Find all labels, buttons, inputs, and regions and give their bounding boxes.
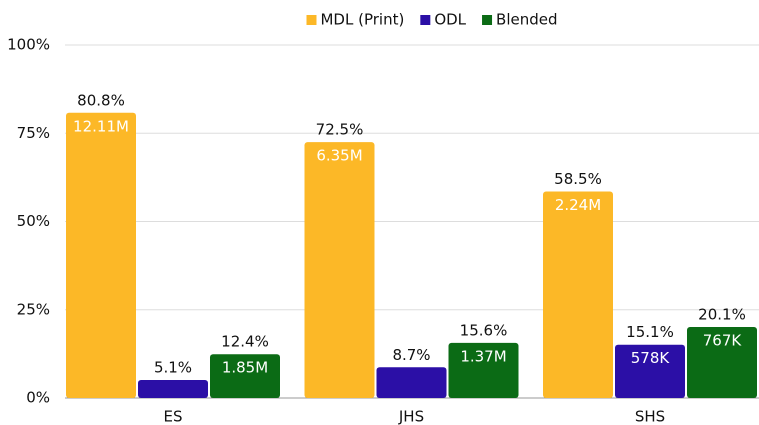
y-tick-label: 100% <box>7 36 50 54</box>
count-label: 767K <box>703 332 743 350</box>
value-label: 80.8% <box>77 91 125 109</box>
bar <box>304 142 375 398</box>
value-label: 15.1% <box>626 323 674 341</box>
value-label: 72.5% <box>316 121 364 139</box>
count-label: 6.35M <box>316 147 362 165</box>
legend-swatch <box>306 15 317 25</box>
y-tick-label: 25% <box>17 300 50 318</box>
value-label: 12.4% <box>221 333 269 351</box>
bar <box>543 191 613 398</box>
y-tick-label: 75% <box>17 124 50 142</box>
legend-label: MDL (Print) <box>320 11 404 29</box>
bar <box>210 354 280 398</box>
count-label: 578K <box>631 349 671 367</box>
count-label: 2.24M <box>555 196 601 214</box>
y-tick-label: 50% <box>17 212 50 230</box>
value-label: 5.1% <box>154 358 192 376</box>
value-label: 20.1% <box>698 306 746 324</box>
count-label: 1.37M <box>460 347 506 365</box>
bar <box>448 342 519 398</box>
bar <box>687 327 757 398</box>
x-tick-label: SHS <box>635 408 665 425</box>
legend-label: ODL <box>434 11 466 29</box>
y-tick-label: 0% <box>26 389 50 407</box>
bar <box>376 367 447 398</box>
count-label: 12.11M <box>73 117 129 135</box>
bar <box>138 379 208 398</box>
legend-swatch <box>482 15 493 25</box>
count-label: 1.85M <box>222 359 268 377</box>
value-label: 58.5% <box>554 170 602 188</box>
value-label: 8.7% <box>392 346 430 364</box>
legend-swatch <box>420 15 431 25</box>
legend-label: Blended <box>496 11 557 29</box>
x-tick-label: ES <box>164 408 183 425</box>
bar <box>615 344 685 398</box>
x-tick-label: JHS <box>398 408 424 425</box>
bar <box>66 112 136 398</box>
value-label: 15.6% <box>460 321 508 339</box>
